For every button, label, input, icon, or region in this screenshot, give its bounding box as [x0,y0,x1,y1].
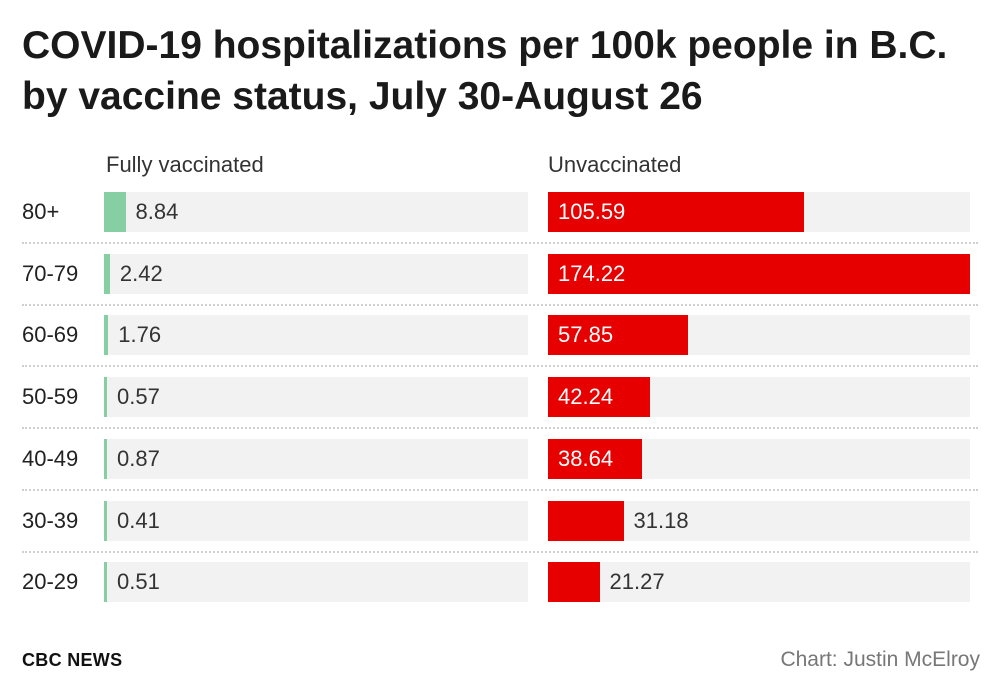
data-label: 38.64 [558,446,614,471]
data-label: 57.85 [558,322,614,347]
bar-unvaccinated [548,315,689,355]
bar-unvaccinated [548,501,624,541]
bar-track: 1.76 [104,315,528,355]
data-label: 0.87 [117,446,160,471]
bar-fully-vaccinated [104,254,110,294]
bar-unvaccinated [548,562,600,602]
header-unvaccinated: Unvaccinated [548,152,682,177]
row-separator [22,304,978,306]
data-label: 42.24 [558,384,614,409]
row-label: 50-59 [22,384,79,409]
bar-track: 0.51 [104,562,528,602]
bar-fully-vaccinated [104,315,109,355]
bar-track: 42.24 [548,377,970,417]
bar-track: 8.84 [104,192,528,232]
data-label: 1.76 [118,322,162,347]
bar-fully-vaccinated [104,377,107,417]
row-label: 30-39 [22,508,79,533]
bar-track: 21.27 [548,562,970,602]
bar-track: 31.18 [548,501,970,541]
bar-track: 174.22 [548,254,970,294]
bar-unvaccinated [548,377,651,417]
bar-track: 0.57 [104,377,528,417]
bar-track: 0.41 [104,501,528,541]
bar-track: 57.85 [548,315,970,355]
data-label: 21.27 [609,569,665,594]
data-label: 174.22 [558,261,626,286]
row-separator [22,427,978,429]
data-label: 0.41 [117,508,160,533]
bar-fully-vaccinated [104,192,126,232]
row-label: 60-69 [22,322,79,347]
row-separator [22,551,978,553]
bar-fully-vaccinated [104,501,107,541]
row-label: 70-79 [22,261,79,286]
bar-unvaccinated [548,192,804,232]
row-label: 20-29 [22,569,79,594]
header-fully-vaccinated: Fully vaccinated [106,152,264,177]
bar-track: 38.64 [548,439,970,479]
bar-unvaccinated [548,439,642,479]
data-label: 0.57 [117,384,160,409]
chart-credit: Chart: Justin McElroy [780,648,980,671]
data-label: 105.59 [558,199,626,224]
bar-track: 2.42 [104,254,528,294]
row-label: 40-49 [22,446,79,471]
bar-track: 105.59 [548,192,970,232]
data-label: 0.51 [117,569,160,594]
bar-fully-vaccinated [104,439,107,479]
bar-unvaccinated [548,254,970,294]
bar-track: 0.87 [104,439,528,479]
data-label: 31.18 [633,508,689,533]
row-separator [22,489,978,491]
data-label: 8.84 [135,199,179,224]
row-separator [22,365,978,367]
row-separator [22,242,978,244]
chart-title: COVID-19 hospitalizations per 100k peopl… [22,24,948,118]
data-label: 2.42 [119,261,163,286]
bar-fully-vaccinated [104,562,107,602]
source-logo: CBC NEWS [22,650,123,670]
row-label: 80+ [22,199,60,224]
